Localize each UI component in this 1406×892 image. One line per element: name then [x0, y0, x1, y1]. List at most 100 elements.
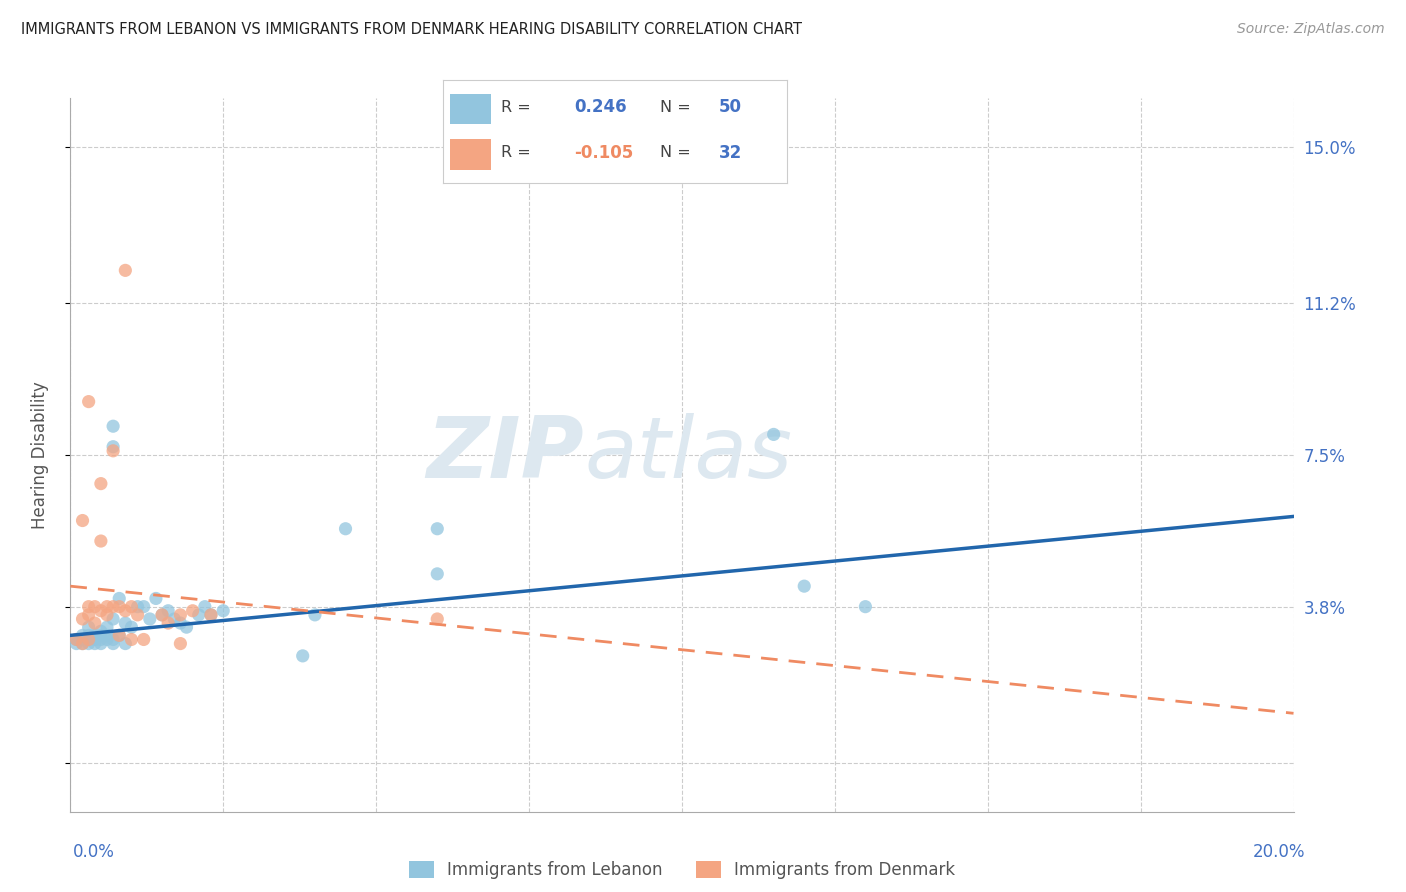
Point [335, 522, 357, 536]
Point [304, 607, 326, 622]
Point [83, 628, 105, 642]
Text: 32: 32 [718, 144, 742, 161]
Point [83, 616, 105, 631]
Point [72, 514, 94, 528]
Point [83, 632, 105, 647]
FancyBboxPatch shape [450, 139, 491, 169]
Point [90, 624, 112, 639]
Point [65, 632, 87, 647]
Point [121, 620, 143, 634]
Text: R =: R = [502, 145, 531, 160]
Text: 0.246: 0.246 [574, 98, 627, 117]
Point [101, 599, 124, 614]
Point [132, 599, 155, 614]
Point [426, 522, 449, 536]
Point [96, 620, 118, 634]
Point [762, 427, 785, 442]
Point [176, 620, 198, 634]
Point [200, 607, 222, 622]
Point [77, 636, 100, 650]
Point [200, 607, 222, 622]
Point [90, 604, 112, 618]
Point [108, 628, 131, 642]
Point [90, 476, 112, 491]
Point [157, 616, 180, 631]
Text: atlas: atlas [583, 413, 792, 497]
Point [101, 440, 124, 454]
Point [127, 607, 149, 622]
Point [101, 636, 124, 650]
Point [101, 632, 124, 647]
Text: R =: R = [502, 100, 531, 115]
Text: -0.105: -0.105 [574, 144, 633, 161]
Point [150, 607, 173, 622]
Point [127, 599, 149, 614]
Point [72, 612, 94, 626]
Point [132, 632, 155, 647]
Point [101, 443, 124, 458]
Point [426, 612, 449, 626]
Point [114, 616, 136, 631]
Point [77, 632, 100, 647]
Point [77, 632, 100, 647]
Point [77, 620, 100, 634]
Point [96, 607, 118, 622]
Point [65, 632, 87, 647]
Point [72, 636, 94, 650]
Point [108, 599, 131, 614]
Point [793, 579, 815, 593]
FancyBboxPatch shape [450, 94, 491, 124]
Point [83, 636, 105, 650]
Point [163, 612, 186, 626]
Text: Source: ZipAtlas.com: Source: ZipAtlas.com [1237, 22, 1385, 37]
Text: N =: N = [659, 100, 690, 115]
Point [121, 599, 143, 614]
Point [65, 636, 87, 650]
Point [77, 599, 100, 614]
Point [114, 636, 136, 650]
Point [108, 591, 131, 606]
Point [83, 599, 105, 614]
Legend: Immigrants from Lebanon, Immigrants from Denmark: Immigrants from Lebanon, Immigrants from… [402, 854, 962, 886]
Point [114, 263, 136, 277]
Point [77, 394, 100, 409]
Point [96, 628, 118, 642]
Point [157, 604, 180, 618]
Point [291, 648, 314, 663]
Point [212, 604, 235, 618]
Point [96, 632, 118, 647]
Point [855, 599, 877, 614]
Point [169, 616, 191, 631]
Point [90, 632, 112, 647]
Text: ZIP: ZIP [426, 413, 583, 497]
Point [101, 419, 124, 434]
Point [121, 632, 143, 647]
Point [72, 628, 94, 642]
Text: IMMIGRANTS FROM LEBANON VS IMMIGRANTS FROM DENMARK HEARING DISABILITY CORRELATIO: IMMIGRANTS FROM LEBANON VS IMMIGRANTS FR… [21, 22, 801, 37]
Point [194, 599, 217, 614]
Point [169, 607, 191, 622]
Text: N =: N = [659, 145, 690, 160]
Point [181, 604, 204, 618]
Y-axis label: Hearing Disability: Hearing Disability [31, 381, 49, 529]
Text: 50: 50 [718, 98, 741, 117]
Point [72, 636, 94, 650]
Point [90, 636, 112, 650]
Point [90, 534, 112, 549]
Point [114, 604, 136, 618]
Point [77, 607, 100, 622]
Point [187, 607, 209, 622]
Point [96, 599, 118, 614]
Point [90, 628, 112, 642]
Point [426, 566, 449, 581]
Point [72, 632, 94, 647]
Point [139, 612, 162, 626]
Text: 0.0%: 0.0% [73, 843, 115, 861]
Point [169, 636, 191, 650]
Text: 20.0%: 20.0% [1253, 843, 1305, 861]
Point [101, 612, 124, 626]
Point [150, 607, 173, 622]
Point [77, 628, 100, 642]
Point [145, 591, 167, 606]
Point [108, 628, 131, 642]
